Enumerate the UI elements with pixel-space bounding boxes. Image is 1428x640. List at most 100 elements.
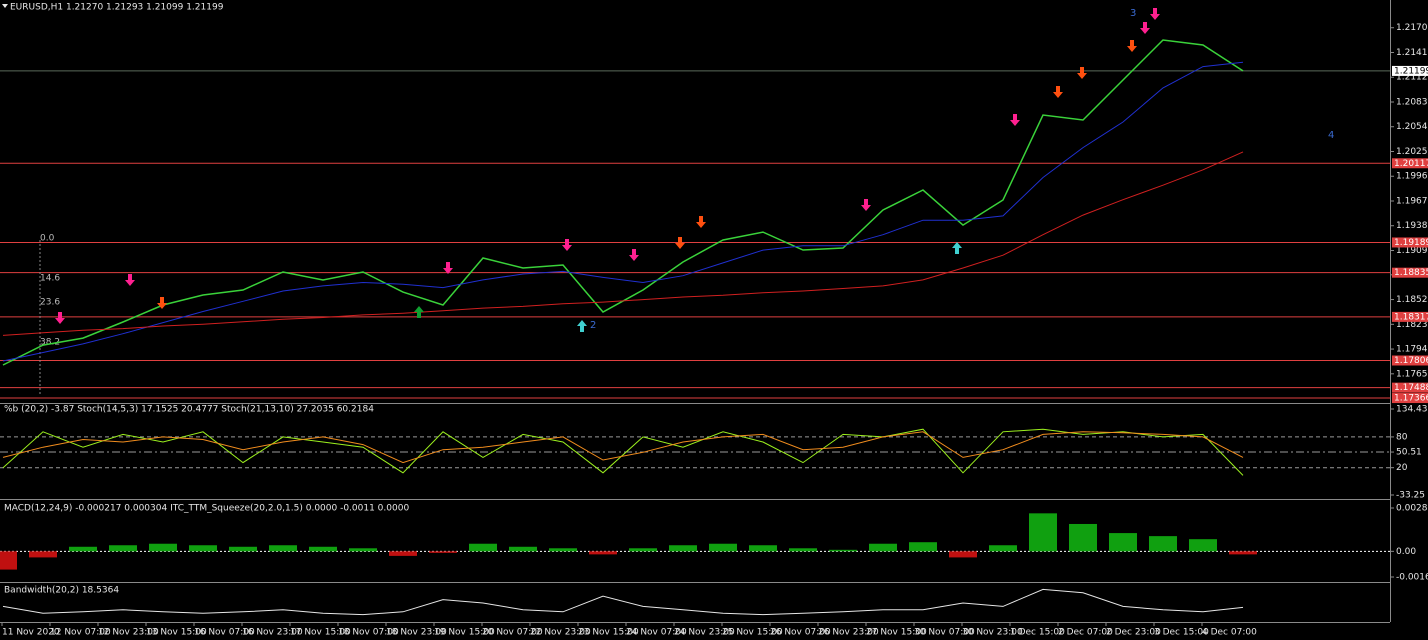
level-label: 1.20117 [1394, 159, 1428, 169]
x-tick-label: 12 Nov 23:00 [98, 628, 159, 638]
level-box [1392, 311, 1428, 322]
level-label: 1.17366 [1394, 394, 1428, 404]
x-tick-label: 18 Nov 07:00 [338, 628, 399, 638]
x-tick-label: 30 Nov 23:00 [962, 628, 1023, 638]
level-label: 1.17488 [1394, 383, 1428, 393]
x-tick-label: 2 Dec 23:00 [1106, 628, 1161, 638]
histogram-bar [109, 545, 137, 552]
y-tick-label: -0.001689 [1396, 573, 1428, 583]
histogram-bar [229, 546, 257, 552]
signal-arrow [1010, 114, 1020, 126]
y-tick-label: -33.25 [1396, 491, 1425, 501]
level-box [1392, 237, 1428, 248]
histogram-bar [669, 545, 697, 552]
histogram-bar [629, 548, 657, 552]
y-tick-label: 1.19965 [1396, 172, 1428, 182]
x-tick-label: 19 Nov 15:00 [434, 628, 495, 638]
signal-arrow [1077, 67, 1087, 79]
level-box [1392, 355, 1428, 366]
x-tick-label: 25 Nov 15:00 [722, 628, 783, 638]
histogram-bar [509, 546, 537, 552]
histogram-bar [589, 551, 617, 555]
histogram-bar [469, 543, 497, 552]
x-tick-label: 26 Nov 23:00 [818, 628, 879, 638]
y-tick-label: 0.00 [1396, 547, 1416, 557]
x-tick-label: 23 Nov 15:00 [578, 628, 639, 638]
histogram-bar [789, 548, 817, 552]
histogram-bar [1069, 523, 1097, 552]
histogram-bar [1189, 539, 1217, 552]
level-label: 1.18835 [1394, 268, 1428, 278]
y-tick-label: 80 [1396, 432, 1408, 442]
y-tick-label: 134.43 [1396, 405, 1428, 415]
x-tick-label: 16 Nov 23:00 [242, 628, 303, 638]
wave-label: 3 [1130, 8, 1136, 19]
y-tick-label: 1.21125 [1396, 73, 1428, 83]
histogram-bar [949, 551, 977, 558]
x-tick-label: 1 Dec 15:00 [1010, 628, 1065, 638]
signal-arrow [675, 237, 685, 249]
histogram-bar [749, 545, 777, 552]
x-tick-label: 4 Dec 07:00 [1202, 628, 1257, 638]
wave-label: 2 [590, 320, 596, 331]
signal-arrow [562, 239, 572, 251]
y-tick-label: 1.18230 [1396, 320, 1428, 330]
series-line [2, 61, 1244, 362]
histogram-bar [309, 546, 337, 552]
signal-arrow [629, 249, 639, 261]
signal-arrow [125, 274, 135, 286]
histogram-bar [1109, 533, 1137, 552]
level-box [1392, 382, 1428, 393]
signal-arrow [861, 199, 871, 211]
y-tick-label: 1.20255 [1396, 147, 1428, 157]
panel-title: MACD(12,24,9) -0.000217 0.000304 ITC_TTM… [4, 504, 409, 514]
menu-triangle [2, 4, 8, 8]
x-tick-label: 22 Nov 23:00 [530, 628, 591, 638]
wave-label: 4 [1328, 130, 1334, 141]
current-price-box [1392, 65, 1428, 76]
signal-arrow [1127, 40, 1137, 52]
series-line [2, 151, 1244, 336]
level-label: 1.17806 [1394, 356, 1428, 366]
x-tick-label: 18 Nov 23:00 [386, 628, 447, 638]
level-label: 1.18317 [1394, 312, 1428, 322]
histogram-bar [189, 545, 217, 552]
y-tick-label: 1.18520 [1396, 295, 1428, 305]
y-tick-label: 20 [1396, 463, 1408, 473]
histogram-bar [0, 551, 17, 570]
signal-arrow [696, 216, 706, 228]
signal-arrow [1150, 8, 1160, 20]
y-tick-label: 1.17940 [1396, 345, 1428, 355]
y-tick-label: 1.19675 [1396, 196, 1428, 206]
series-line [2, 431, 1244, 464]
x-tick-label: 24 Nov 23:00 [674, 628, 735, 638]
histogram-bar [1029, 513, 1057, 552]
y-tick-label: 1.17650 [1396, 369, 1428, 379]
signal-arrow [55, 312, 65, 324]
x-tick-label: 26 Nov 07:00 [770, 628, 831, 638]
x-tick-label: 2 Dec 07:00 [1058, 628, 1113, 638]
x-tick-label: 30 Nov 07:00 [914, 628, 975, 638]
level-box [1392, 393, 1428, 404]
series-line [2, 588, 1244, 616]
histogram-bar [1229, 551, 1257, 555]
histogram-bar [69, 546, 97, 552]
frame [0, 0, 1391, 623]
current-price-label: 1.21199 [1394, 66, 1428, 76]
signal-arrow [443, 262, 453, 274]
x-tick-label: 12 Nov 07:00 [50, 628, 111, 638]
histogram-bar [1149, 536, 1177, 552]
histogram-bar [389, 551, 417, 556]
signal-arrow [577, 320, 587, 332]
histogram-bar [829, 549, 857, 552]
panel-title: Bandwidth(20,2) 18.5364 [4, 586, 119, 596]
panel-title: EURUSD,H1 1.21270 1.21293 1.21099 1.2119… [10, 3, 224, 13]
histogram-bar [429, 551, 457, 553]
level-box [1392, 267, 1428, 278]
signal-arrow [1140, 22, 1150, 34]
signal-arrow [414, 306, 424, 318]
x-tick-label: 27 Nov 15:00 [866, 628, 927, 638]
